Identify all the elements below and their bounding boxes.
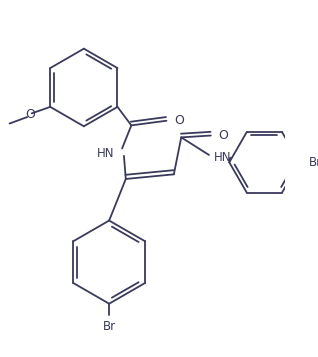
Text: O: O: [25, 108, 35, 121]
Text: HN: HN: [214, 151, 231, 164]
Text: O: O: [218, 129, 228, 142]
Text: Br: Br: [103, 320, 116, 333]
Text: HN: HN: [97, 147, 115, 160]
Text: O: O: [174, 114, 184, 127]
Text: Br: Br: [309, 156, 318, 169]
